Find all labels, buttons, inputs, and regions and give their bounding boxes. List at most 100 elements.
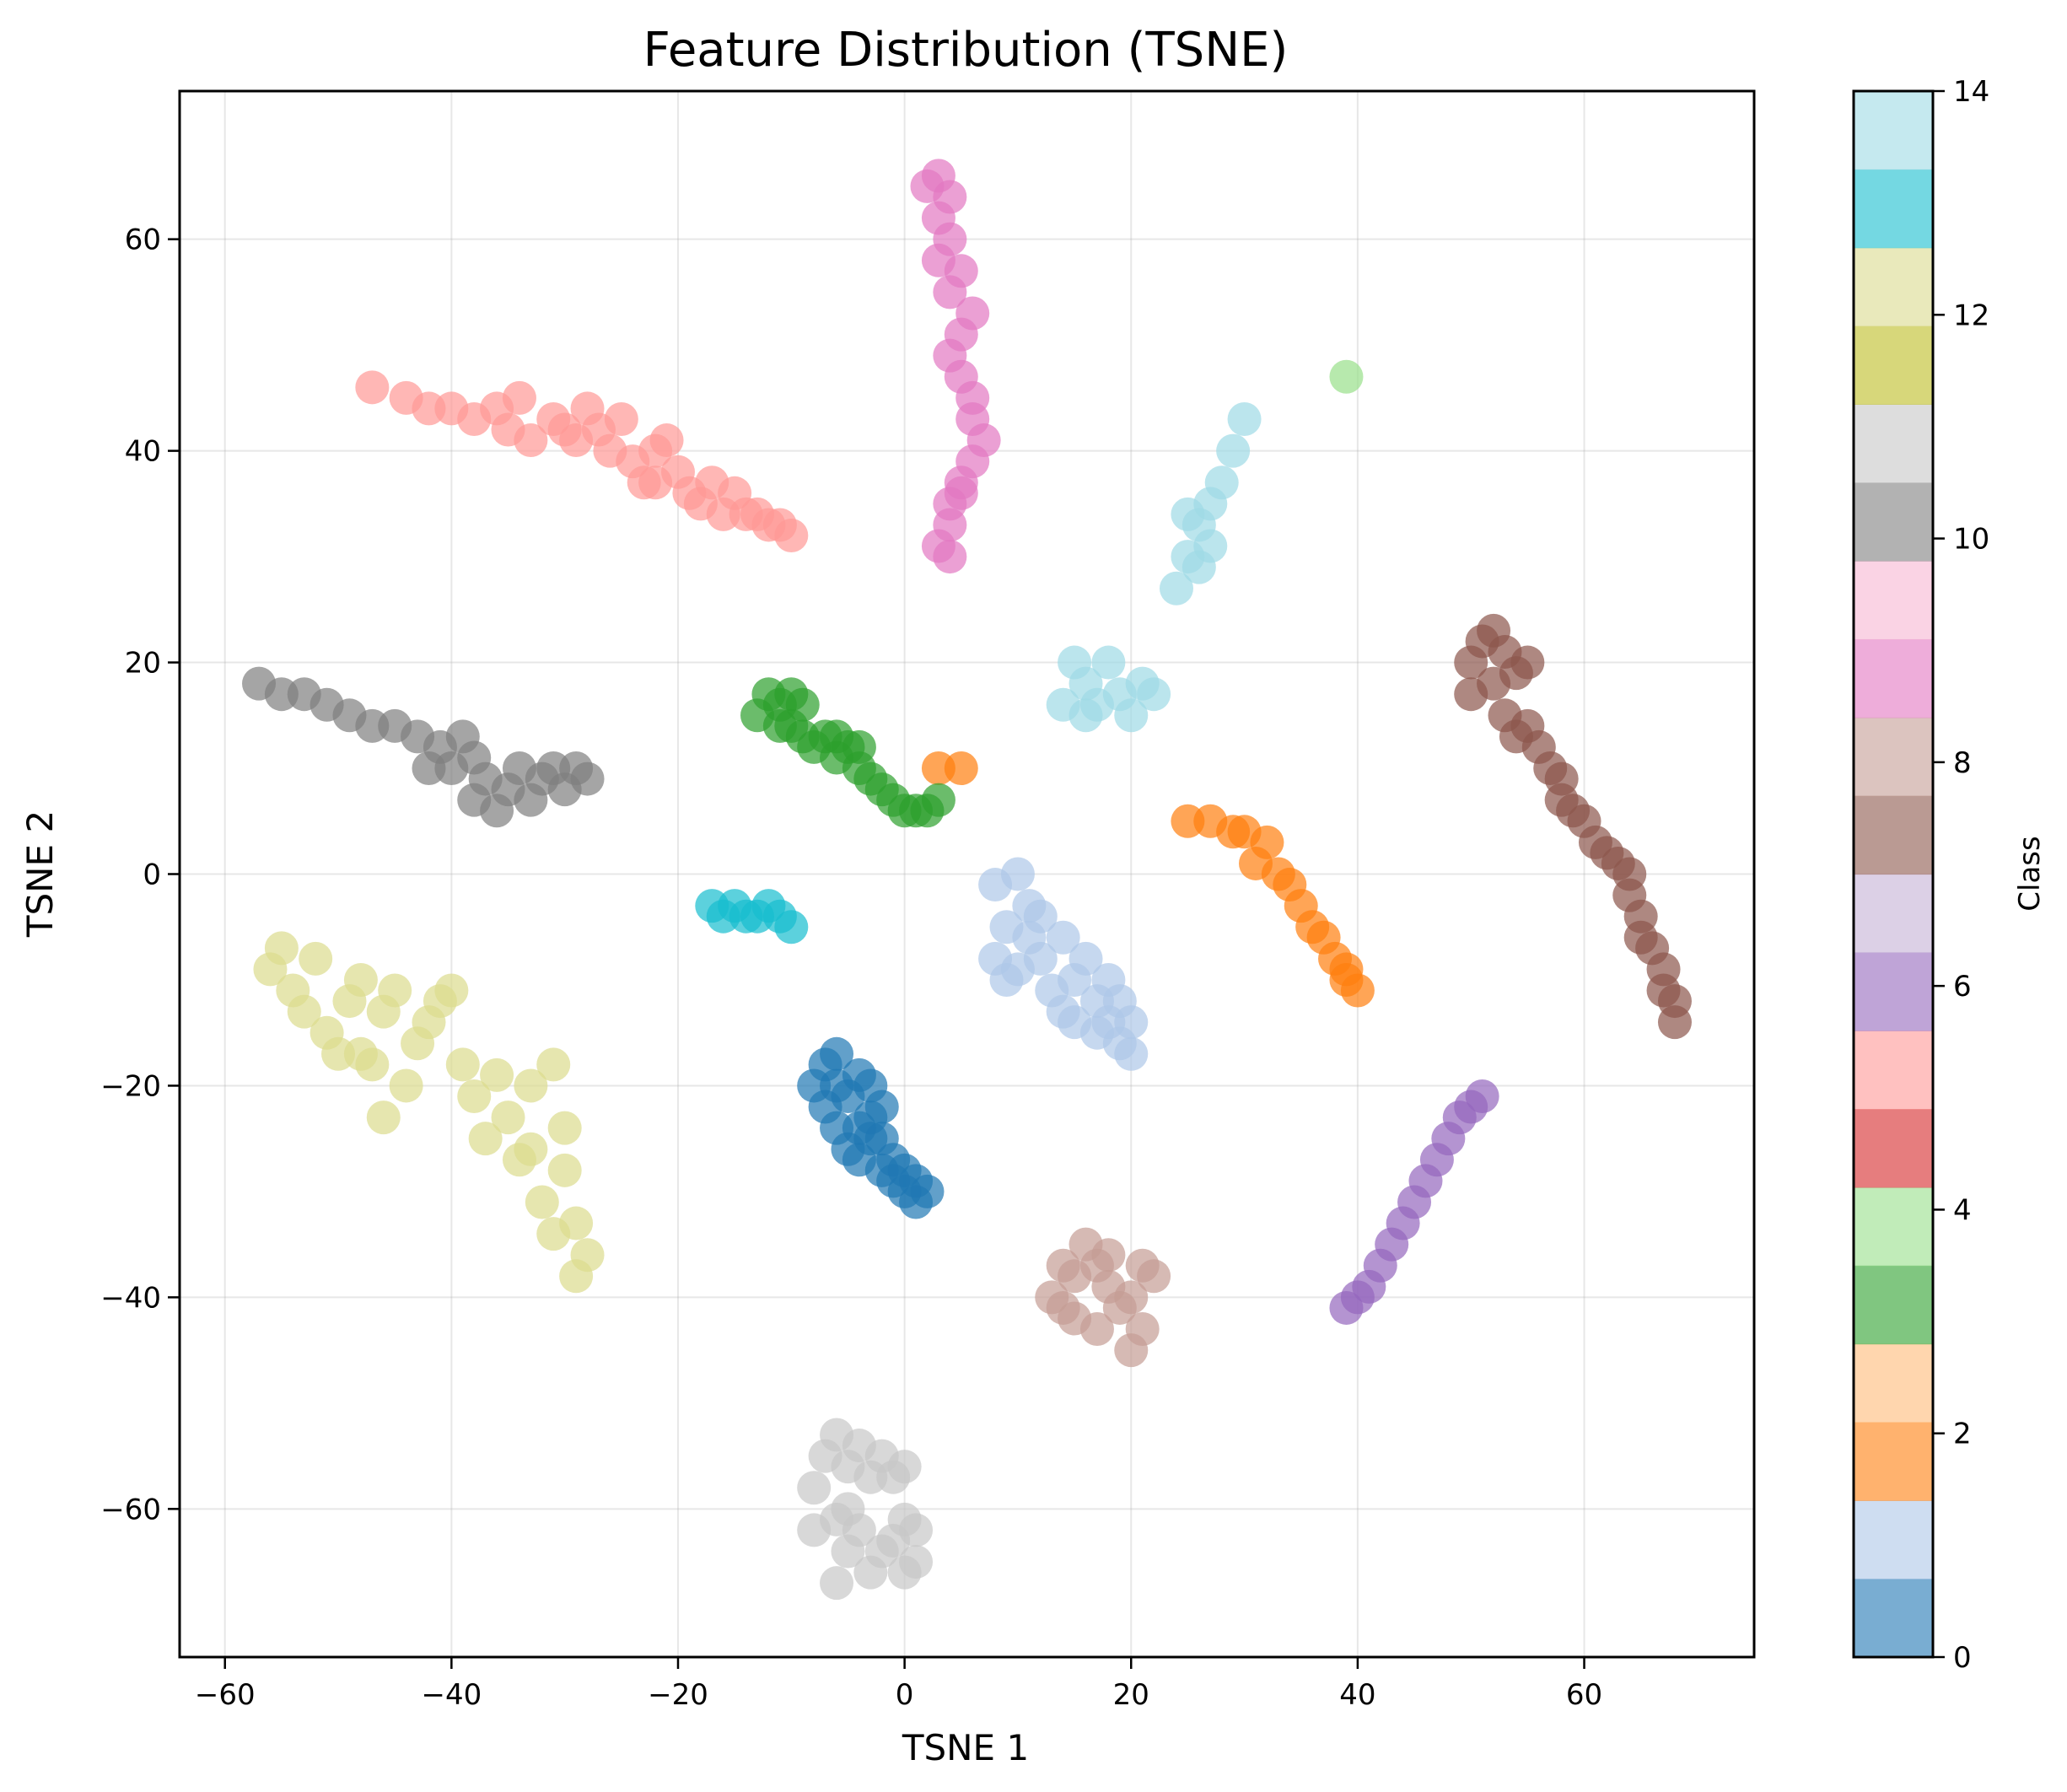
- scatter-point: [933, 540, 967, 574]
- scatter-point: [1000, 952, 1035, 987]
- colorbar-segment: [1854, 1265, 1933, 1345]
- scatter-point: [491, 1100, 525, 1135]
- cluster-class-14: [242, 666, 605, 828]
- scatter-point: [1023, 899, 1058, 934]
- colorbar-segment: [1854, 561, 1933, 640]
- x-axis-label: TSNE 1: [902, 1727, 1029, 1768]
- cluster-class-4: [1329, 359, 1364, 394]
- scatter-point: [457, 1079, 492, 1113]
- scatter-point: [1227, 401, 1262, 436]
- scatter-point: [1068, 941, 1103, 976]
- scatter-point: [921, 783, 955, 817]
- scatter-point: [887, 1555, 922, 1590]
- colorbar: 0 2 4 6 8 10 12 14: [1852, 75, 1989, 1675]
- scatter-point: [887, 1153, 922, 1187]
- colorbar-tick-label: 6: [1953, 970, 1972, 1004]
- scatter-point: [887, 1450, 922, 1484]
- scatter-point: [412, 751, 446, 786]
- scatter-point: [774, 708, 809, 743]
- scatter-point: [944, 476, 978, 510]
- cluster-class-7: [355, 370, 809, 552]
- scatter-point: [502, 380, 536, 415]
- scatter-point: [457, 783, 492, 817]
- colorbar-segment: [1854, 247, 1933, 327]
- y-axis-label: TSNE 2: [19, 810, 61, 938]
- scatter-point: [343, 1036, 378, 1071]
- colorbar-segment: [1854, 952, 1933, 1031]
- chart-title: Feature Distribution (TSNE): [643, 23, 1289, 78]
- scatter-point: [287, 994, 321, 1029]
- x-tick-label: −20: [648, 1678, 708, 1712]
- colorbar-segment: [1854, 404, 1933, 483]
- x-ticks-layer: −60 −40 −20 0 20 40 60: [195, 1657, 1602, 1712]
- scatter-point: [525, 1185, 559, 1219]
- cluster-class-15: [797, 1418, 934, 1601]
- colorbar-segment: [1854, 169, 1933, 249]
- scatter-point: [899, 1513, 934, 1547]
- scatter-point: [514, 1132, 548, 1166]
- scatter-point: [1068, 698, 1103, 733]
- x-tick-label: 60: [1566, 1678, 1602, 1712]
- colorbar-frame: [1852, 89, 1935, 1659]
- scatter-point: [1137, 677, 1171, 712]
- cluster-class-18: [695, 889, 809, 944]
- y-tick-label: 40: [125, 435, 161, 469]
- x-tick-label: −60: [195, 1678, 256, 1712]
- scatter-point: [1329, 962, 1364, 997]
- scatter-point: [378, 973, 412, 1008]
- cluster-class-17: [253, 931, 605, 1294]
- colorbar-segment: [1854, 874, 1933, 953]
- scatter-point: [1159, 571, 1193, 605]
- colorbar-segment: [1854, 1579, 1933, 1658]
- scatter-point: [820, 1036, 854, 1071]
- scatter-point: [1079, 1312, 1114, 1347]
- scatter-point: [468, 1122, 503, 1156]
- scatter-point: [944, 751, 978, 786]
- scatter-point: [434, 973, 469, 1008]
- scatter-point: [264, 931, 299, 966]
- colorbar-segment: [1854, 1031, 1933, 1110]
- scatter-point: [649, 423, 684, 458]
- colorbar-segment: [1854, 795, 1933, 875]
- scatter-point: [1046, 1290, 1080, 1325]
- colorbar-segment: [1854, 717, 1933, 797]
- colorbar-tick-label: 4: [1953, 1193, 1972, 1227]
- scatter-point: [820, 719, 854, 754]
- colorbar-tick-label: 0: [1953, 1641, 1972, 1675]
- scatter-point: [389, 1068, 423, 1103]
- y-ticks-layer: −60 −40 −20 0 20 40 60: [100, 223, 180, 1526]
- scatter-point: [831, 1492, 865, 1526]
- scatter-point: [933, 275, 967, 309]
- scatter-point: [366, 1100, 401, 1135]
- x-tick-label: 0: [896, 1678, 914, 1712]
- scatter-point: [638, 465, 673, 500]
- scatter-point: [1058, 1005, 1092, 1040]
- x-tick-label: −40: [421, 1678, 482, 1712]
- x-tick-label: 40: [1339, 1678, 1375, 1712]
- scatter-point: [853, 1068, 888, 1103]
- colorbar-segment: [1854, 482, 1933, 562]
- scatter-point: [797, 1513, 832, 1547]
- colorbar-segment: [1854, 1343, 1933, 1423]
- colorbar-tick-label: 12: [1953, 299, 1989, 332]
- y-tick-label: −40: [100, 1281, 161, 1315]
- scatter-point: [774, 518, 809, 552]
- scatter-point: [1114, 698, 1149, 733]
- scatter-point: [1510, 645, 1545, 680]
- scatter-point: [559, 1259, 594, 1294]
- x-tick-label: 20: [1113, 1678, 1149, 1712]
- colorbar-tick-label: 10: [1953, 523, 1989, 557]
- colorbar-segment: [1854, 326, 1933, 405]
- cluster-class-8: [1329, 1079, 1499, 1325]
- scatter-point: [1000, 857, 1035, 891]
- scatter-point: [1216, 433, 1251, 468]
- scatter-point: [1204, 465, 1239, 500]
- colorbar-segment: [1854, 1422, 1933, 1501]
- scatter-point: [604, 401, 638, 436]
- scatter-point: [1114, 1005, 1149, 1040]
- cluster-class-2: [921, 751, 1375, 1008]
- scatter-point: [864, 1122, 899, 1156]
- y-tick-label: −20: [100, 1069, 161, 1103]
- scatter-point: [820, 1068, 854, 1103]
